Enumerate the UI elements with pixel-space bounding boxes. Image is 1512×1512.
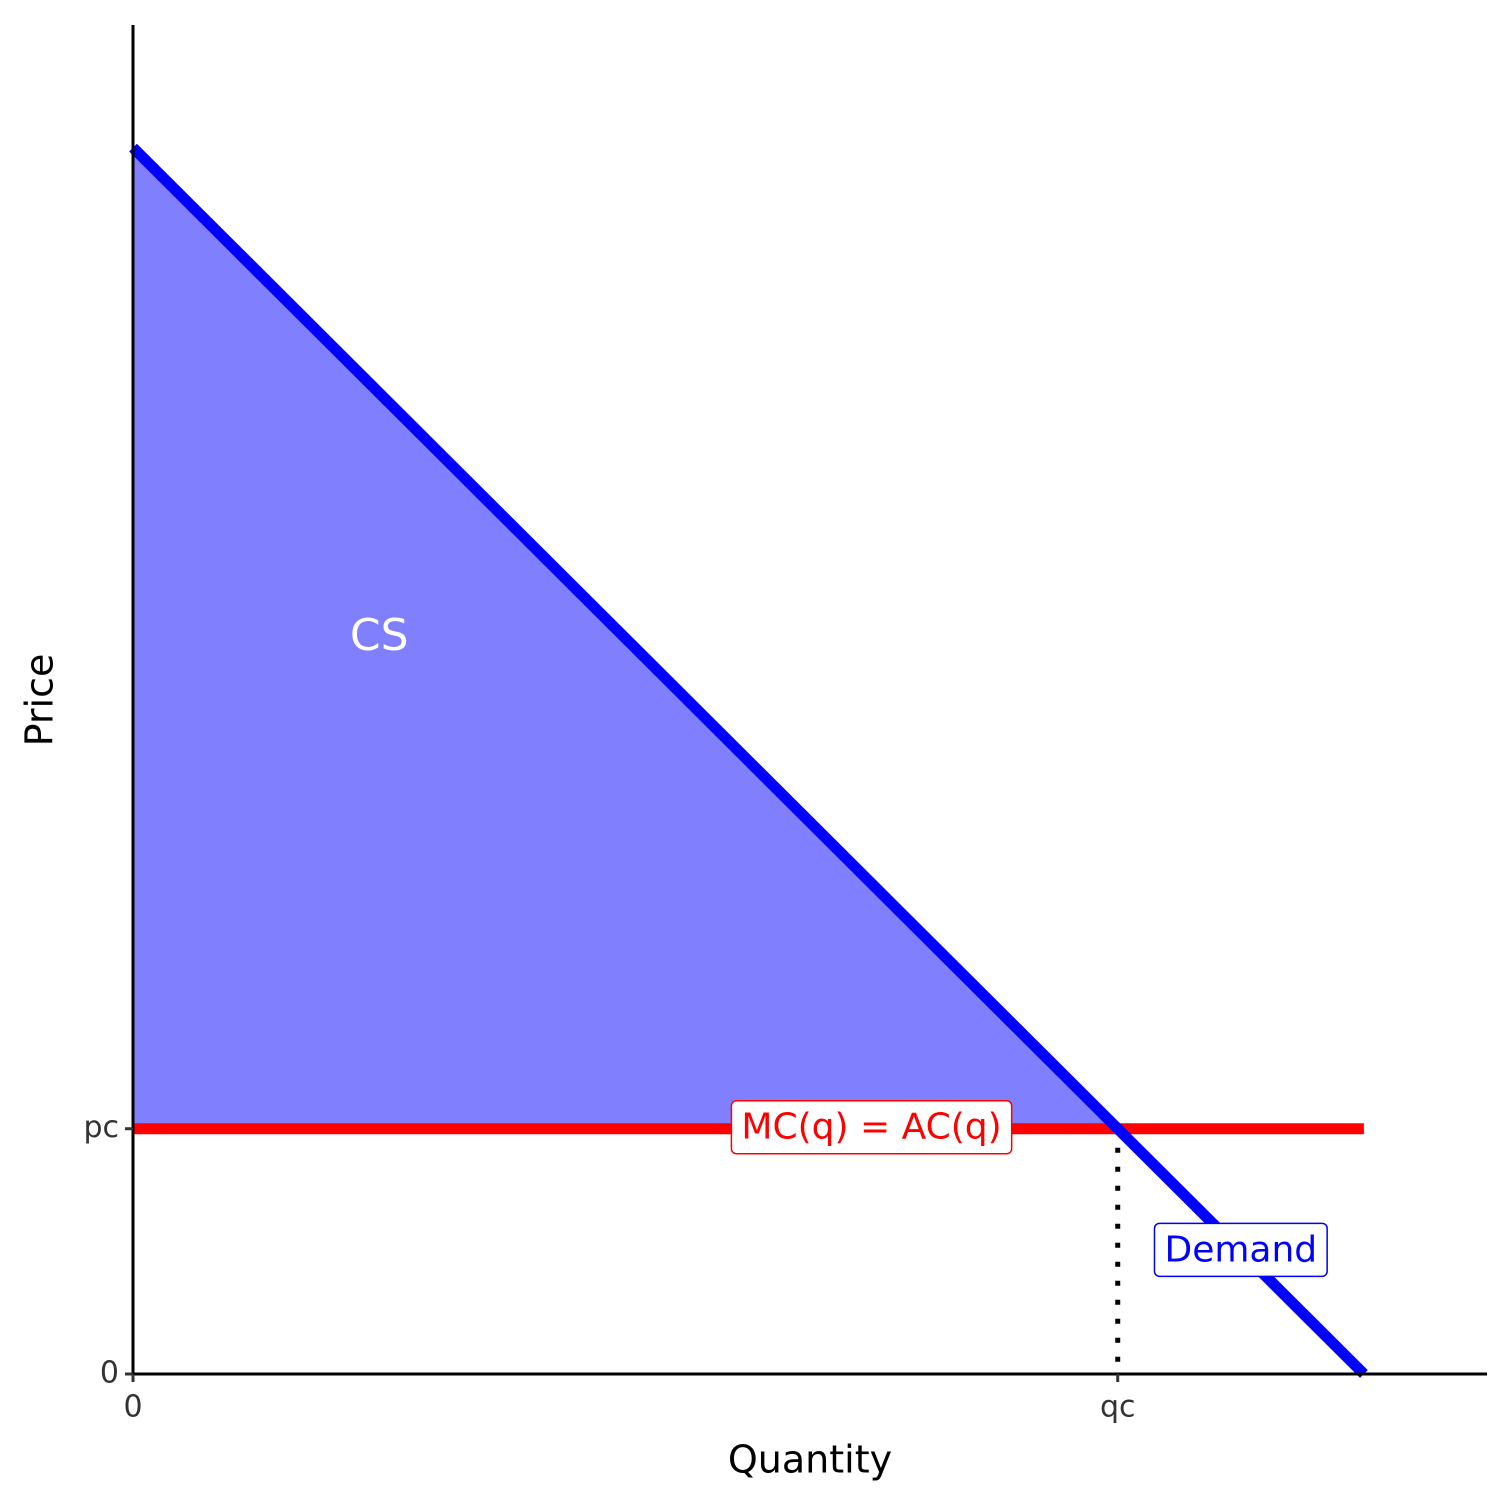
y-tick-label: pc (83, 1110, 119, 1145)
mc-ac-label: MC(q) = AC(q) (741, 1107, 1001, 1148)
x-tick-label: 0 (123, 1390, 142, 1425)
demand-line (129, 143, 1368, 1378)
x-axis-title: Quantity (728, 1438, 892, 1482)
x-tick-label: qc (1100, 1390, 1136, 1425)
y-axis-title: Price (18, 654, 62, 747)
y-tick-label: 0 (100, 1356, 119, 1391)
cs-label: CS (350, 610, 409, 661)
demand-label: Demand (1164, 1229, 1317, 1270)
mc-ac-label-box (730, 1099, 1013, 1155)
demand-label-box (1153, 1222, 1328, 1278)
